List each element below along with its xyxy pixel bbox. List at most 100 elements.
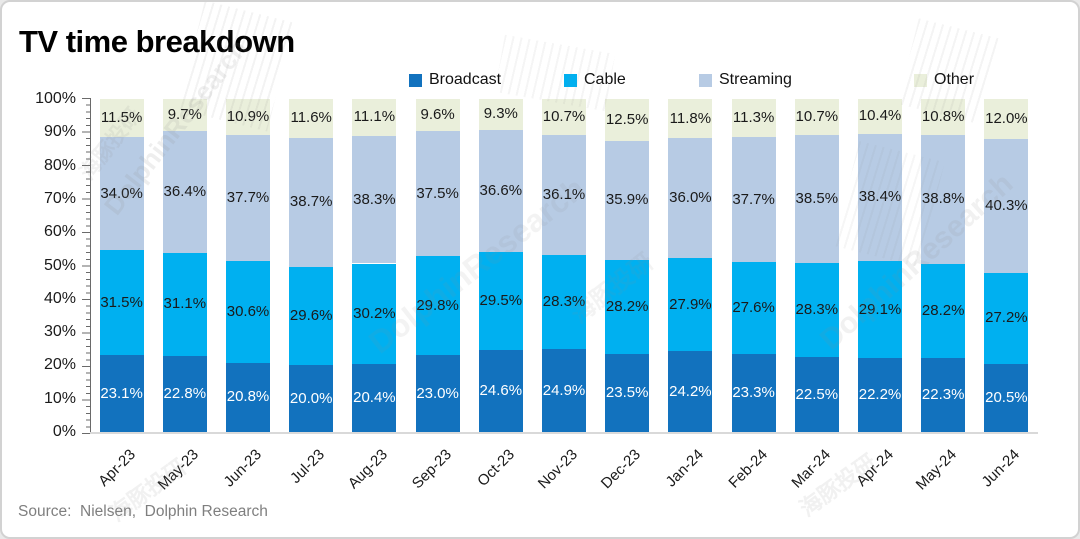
bar-segment-other: [668, 99, 713, 139]
bar-label-cable: 29.8%: [416, 296, 459, 314]
bar-label-streaming: 38.5%: [795, 189, 839, 207]
bar-label-streaming: 37.7%: [226, 189, 270, 207]
bar-label-streaming: 37.7%: [732, 190, 775, 208]
bar-segment-broadcast: [542, 349, 586, 432]
x-axis-label: Feb-24: [724, 446, 771, 492]
bar-segment-other: [984, 99, 1029, 139]
bar-label-streaming: 35.9%: [605, 191, 649, 209]
bar-segment-cable: [352, 263, 397, 365]
bar-label-other: 10.8%: [921, 107, 965, 125]
bar-segment-broadcast: [162, 356, 207, 432]
bar-segment-streaming: [352, 135, 397, 264]
bar-segment-broadcast: [731, 354, 776, 432]
legend-label-streaming: Streaming: [719, 71, 792, 88]
legend-item-streaming: Streaming: [699, 69, 792, 91]
legend-item-other: Other: [914, 69, 974, 91]
bar-segment-other: [162, 99, 207, 132]
legend-swatch-other: [914, 73, 927, 87]
bar-segment-streaming: [289, 137, 334, 267]
bar-segment-streaming: [731, 136, 776, 263]
y-axis-label: 100%: [35, 90, 76, 107]
source-note: Source: Nielsen, Dolphin Research: [18, 503, 268, 520]
x-axis-label: Sep-23: [408, 446, 455, 493]
bar-label-streaming: 36.6%: [479, 181, 523, 199]
bar-label-other: 11.3%: [732, 108, 775, 126]
bar-label-cable: 28.2%: [921, 301, 965, 319]
bar-segment-streaming: [226, 135, 270, 261]
x-axis-baseline: [90, 432, 1038, 434]
bar-label-broadcast: 20.4%: [353, 389, 396, 407]
bar-segment-broadcast: [415, 355, 460, 432]
x-axis-label: Jan-24: [662, 446, 708, 491]
bar-label-cable: 30.2%: [353, 304, 396, 322]
bar-label-other: 11.1%: [353, 108, 396, 126]
bar-label-cable: 28.3%: [542, 292, 586, 310]
y-axis-label: 40%: [43, 289, 76, 307]
y-axis-label: 30%: [43, 323, 76, 341]
legend-label-cable: Cable: [584, 71, 626, 88]
bar-label-other: 10.7%: [795, 107, 839, 125]
x-axis-label: Nov-23: [534, 446, 582, 493]
bar-label-broadcast: 24.2%: [669, 382, 712, 400]
bar-label-cable: 31.1%: [163, 295, 207, 313]
bar-segment-streaming: [984, 138, 1029, 274]
legend-swatch-streaming: [699, 73, 712, 87]
bar-segment-streaming: [794, 134, 839, 263]
bar-segment-other: [352, 99, 397, 136]
chart-title: TV time breakdown: [19, 24, 295, 59]
bar-segment-cable: [289, 266, 334, 366]
bar-segment-streaming: [162, 131, 207, 253]
bar-label-other: 11.5%: [100, 109, 143, 127]
bar-segment-broadcast: [605, 353, 650, 432]
bar-label-other: 10.7%: [542, 107, 586, 125]
bar-segment-cable: [162, 252, 207, 357]
bar-segment-cable: [415, 256, 460, 356]
bar-label-broadcast: 22.5%: [795, 385, 839, 403]
bar-label-cable: 28.3%: [795, 300, 839, 318]
bar-segment-broadcast: [289, 365, 334, 432]
bar-label-broadcast: 24.9%: [542, 381, 586, 399]
bar-segment-other: [731, 99, 776, 137]
bar-label-broadcast: 23.0%: [416, 384, 459, 402]
bar-label-cable: 31.5%: [100, 293, 143, 311]
bar-segment-cable: [984, 273, 1029, 364]
bar-label-cable: 29.5%: [479, 291, 523, 309]
bar-label-streaming: 40.3%: [985, 197, 1028, 215]
bar-segment-cable: [794, 262, 839, 358]
bar-label-streaming: 38.4%: [858, 188, 902, 206]
bar-label-cable: 29.1%: [858, 300, 902, 318]
bar-segment-broadcast: [858, 358, 902, 432]
bar-label-cable: 28.2%: [605, 297, 649, 315]
bar-segment-cable: [668, 258, 713, 352]
legend-swatch-cable: [564, 73, 577, 87]
bar-segment-broadcast: [99, 355, 144, 432]
y-axis-label: 90%: [43, 123, 76, 141]
legend-label-other: Other: [934, 71, 975, 88]
bar-segment-other: [99, 99, 144, 138]
bar-label-cable: 30.6%: [226, 302, 270, 320]
bar-segment-other: [921, 99, 966, 135]
bar-label-broadcast: 22.2%: [858, 386, 902, 404]
x-axis-label: Jun-24: [978, 446, 1024, 491]
bar-label-broadcast: 22.3%: [921, 385, 965, 403]
bar-segment-broadcast: [226, 362, 270, 432]
bar-label-streaming: 38.3%: [353, 190, 396, 208]
y-axis-label: 70%: [43, 189, 76, 207]
bar-segment-other: [415, 99, 460, 131]
y-axis-line: [90, 98, 91, 433]
x-axis-label: Jun-23: [220, 446, 266, 491]
bar-label-other: 11.8%: [669, 109, 712, 127]
y-axis-label: 50%: [43, 256, 76, 274]
bar-segment-cable: [542, 254, 586, 350]
bar-label-cable: 27.2%: [985, 309, 1028, 327]
bar-label-broadcast: 23.3%: [732, 384, 775, 402]
y-axis-major-ticks: [82, 98, 90, 434]
y-axis-label: 0%: [52, 423, 76, 440]
bar-label-streaming: 34.0%: [100, 184, 143, 202]
y-axis-label: 10%: [43, 389, 76, 407]
x-axis-label: May-23: [154, 446, 202, 494]
bar-label-streaming: 36.4%: [163, 182, 207, 200]
bar-label-cable: 29.6%: [289, 307, 333, 324]
bar-segment-cable: [605, 260, 650, 354]
